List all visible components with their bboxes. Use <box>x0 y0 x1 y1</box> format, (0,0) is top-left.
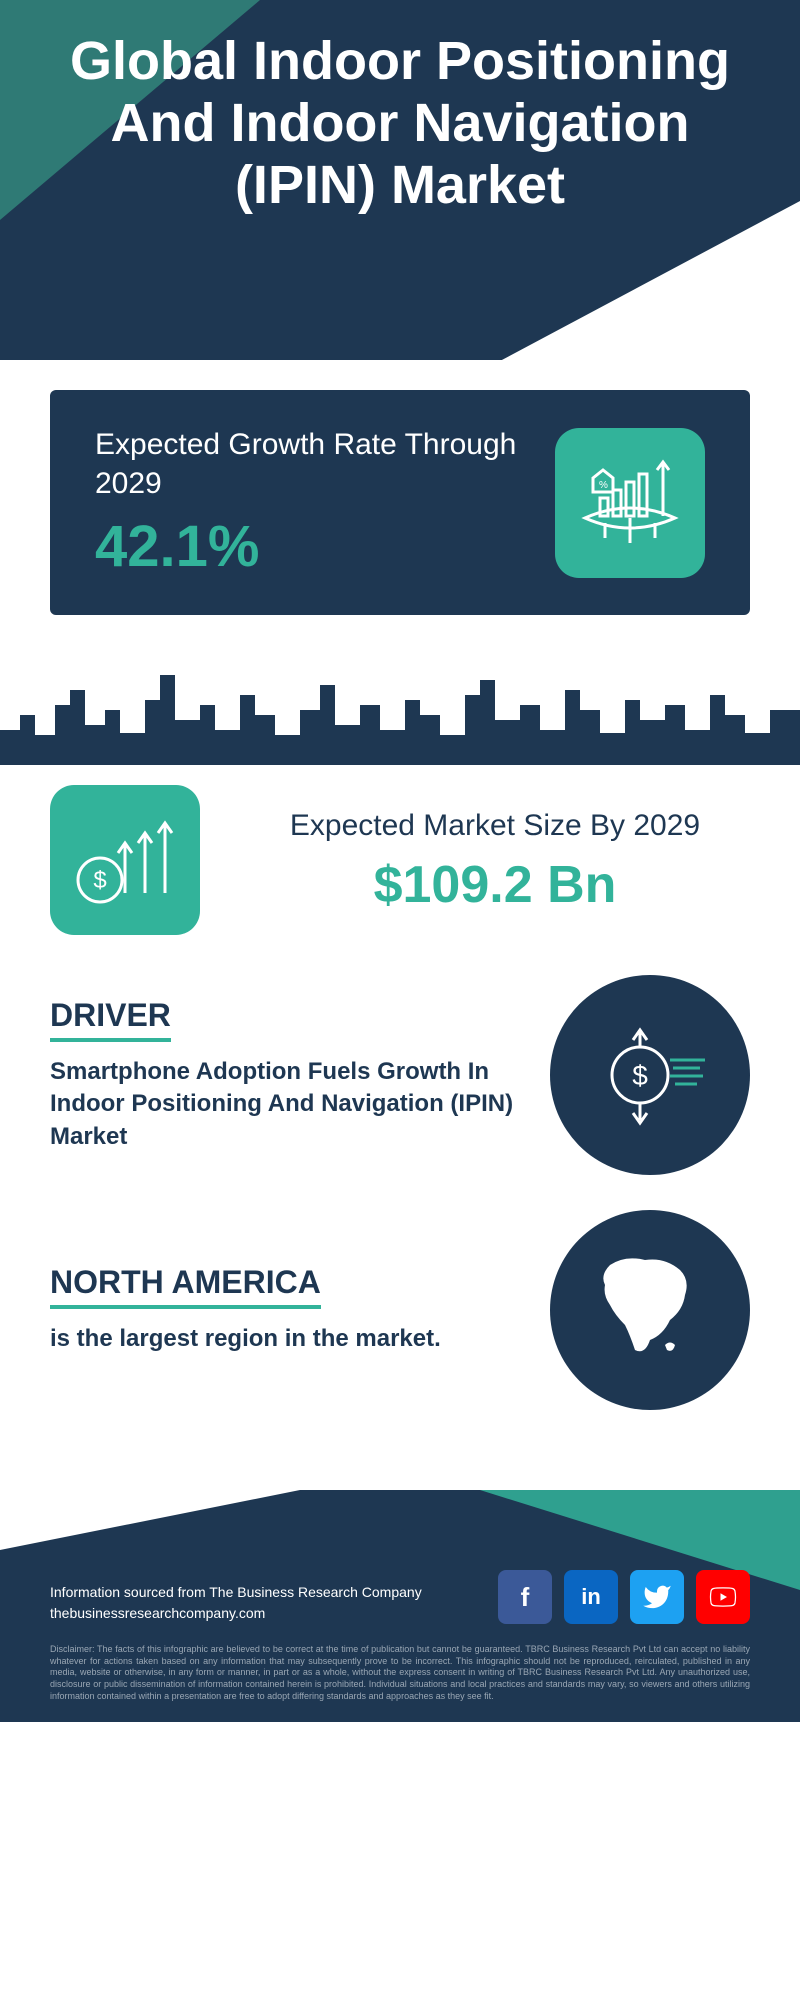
social-links: f in <box>498 1570 750 1624</box>
facebook-icon[interactable]: f <box>498 1570 552 1624</box>
driver-text: DRIVER Smartphone Adoption Fuels Growth … <box>50 997 520 1153</box>
footer-source-line2: thebusinessresearchcompany.com <box>50 1603 422 1624</box>
driver-icon: $ <box>550 975 750 1175</box>
linkedin-icon[interactable]: in <box>564 1570 618 1624</box>
svg-text:$: $ <box>632 1060 648 1091</box>
region-text: NORTH AMERICA is the largest region in t… <box>50 1264 520 1355</box>
market-size-row: $ Expected Market Size By 2029 $109.2 Bn <box>50 785 750 935</box>
svg-text:$: $ <box>93 867 106 894</box>
footer-triangle-left <box>0 1490 300 1550</box>
driver-title: DRIVER <box>50 997 171 1042</box>
city-skyline <box>0 645 800 765</box>
driver-desc: Smartphone Adoption Fuels Growth In Indo… <box>50 1056 520 1153</box>
region-globe-icon <box>550 1210 750 1410</box>
market-size-text: Expected Market Size By 2029 $109.2 Bn <box>240 806 750 915</box>
page-title: Global Indoor Positioning And Indoor Nav… <box>0 0 800 216</box>
footer-source: Information sourced from The Business Re… <box>50 1582 422 1624</box>
footer-source-line1: Information sourced from The Business Re… <box>50 1582 422 1603</box>
youtube-icon[interactable] <box>696 1570 750 1624</box>
region-title: NORTH AMERICA <box>50 1264 321 1309</box>
growth-card: Expected Growth Rate Through 2029 42.1% … <box>50 390 750 615</box>
growth-value: 42.1% <box>95 513 555 580</box>
growth-chart-icon: % <box>555 428 705 578</box>
growth-text: Expected Growth Rate Through 2029 42.1% <box>95 425 555 580</box>
market-size-value: $109.2 Bn <box>240 855 750 915</box>
market-size-icon: $ <box>50 785 200 935</box>
region-section: NORTH AMERICA is the largest region in t… <box>50 1210 750 1410</box>
header-triangle-right <box>500 201 800 360</box>
twitter-icon[interactable] <box>630 1570 684 1624</box>
region-desc: is the largest region in the market. <box>50 1323 520 1355</box>
market-size-label: Expected Market Size By 2029 <box>240 806 750 845</box>
svg-text:%: % <box>599 480 608 491</box>
growth-label: Expected Growth Rate Through 2029 <box>95 425 555 503</box>
header: Global Indoor Positioning And Indoor Nav… <box>0 0 800 360</box>
driver-section: DRIVER Smartphone Adoption Fuels Growth … <box>50 975 750 1175</box>
footer: Information sourced from The Business Re… <box>0 1490 800 1722</box>
footer-disclaimer: Disclaimer: The facts of this infographi… <box>50 1644 750 1702</box>
footer-info-row: Information sourced from The Business Re… <box>50 1570 750 1624</box>
